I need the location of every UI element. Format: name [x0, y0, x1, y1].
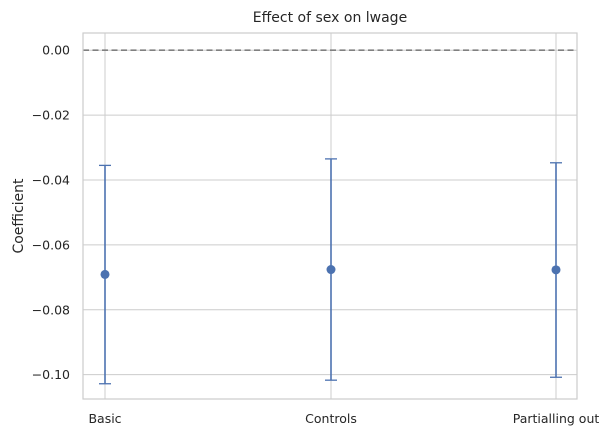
plot-background	[83, 33, 577, 399]
data-point	[100, 269, 110, 279]
y-tick-label: −0.04	[32, 172, 70, 187]
plot-frame	[82, 32, 578, 400]
y-tick-label: 0.00	[42, 43, 70, 58]
y-axis-label: Coefficient	[11, 178, 27, 254]
x-tick-labels: Basic Controls Partialling out	[88, 411, 599, 426]
x-tick-label: Basic	[88, 411, 121, 426]
y-tick-label: −0.06	[32, 237, 70, 252]
chart-title: Effect of sex on lwage	[253, 10, 407, 26]
data-marks	[99, 158, 562, 385]
y-tick-label: −0.10	[32, 367, 70, 382]
x-tick-label: Partialling out	[513, 411, 600, 426]
y-tick-labels: 0.00 −0.02 −0.04 −0.06 −0.08 −0.10	[32, 43, 70, 382]
x-tick-label: Controls	[305, 411, 357, 426]
y-tick-label: −0.02	[32, 108, 70, 123]
data-point	[326, 265, 336, 275]
y-tick-label: −0.08	[32, 302, 70, 317]
data-point	[551, 265, 561, 275]
